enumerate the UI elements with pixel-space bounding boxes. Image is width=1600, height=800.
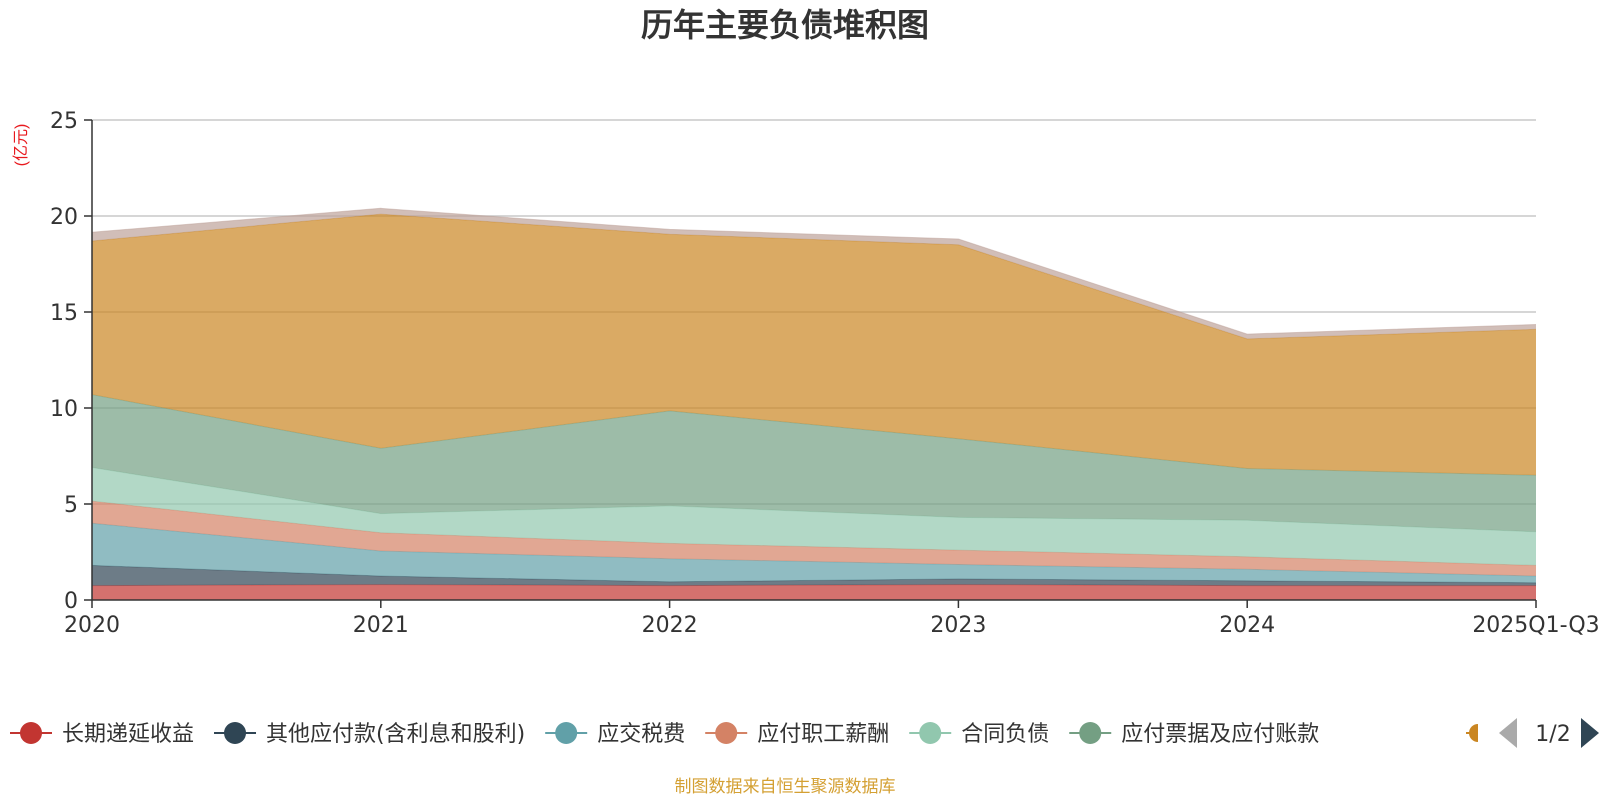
legend-marker-icon	[1469, 724, 1478, 742]
legend-next-page-icon[interactable]	[1581, 718, 1599, 748]
y-tick-label: 20	[50, 205, 78, 230]
legend-label: 应付职工薪酬	[757, 722, 889, 747]
x-tick-label: 2025Q1-Q3	[1472, 613, 1599, 638]
legend-item[interactable]: 应交税费	[545, 722, 685, 747]
area-series-3	[92, 501, 1536, 576]
series-areas	[91, 207, 1537, 600]
area-series-0	[92, 584, 1536, 600]
legend-page-indicator: 1/2	[1535, 722, 1570, 747]
legend-marker-icon	[1079, 722, 1102, 744]
area-series-4	[92, 467, 1536, 566]
legend-item[interactable]: 应付职工薪酬	[705, 722, 889, 747]
x-tick-label: 2021	[353, 613, 409, 638]
area-series-2	[92, 523, 1536, 583]
legend-item[interactable]: 其他应付款(含利息和股利)	[214, 722, 525, 747]
source-note: 制图数据来自恒生聚源数据库	[675, 777, 896, 797]
legend-marker-icon	[555, 722, 578, 744]
legend-marker-icon	[715, 722, 738, 744]
area-series-5	[92, 394, 1536, 532]
y-tick-label: 15	[50, 301, 78, 326]
legend-label: 合同负债	[961, 722, 1049, 747]
y-axis-label: (亿元)	[12, 124, 30, 167]
legend-marker-icon	[20, 722, 42, 744]
y-tick-label: 0	[64, 589, 78, 614]
legend-item[interactable]: 长期递延收益	[10, 722, 194, 747]
x-tick-label: 2023	[930, 613, 986, 638]
legend-marker-icon	[919, 722, 942, 744]
y-tick-label: 5	[64, 493, 78, 518]
legend-label: 应付票据及应付账款	[1121, 722, 1319, 747]
legend-label: 其他应付款(含利息和股利)	[266, 722, 525, 747]
legend-item[interactable]: 应付票据及应付账款	[1069, 722, 1319, 747]
axes: 0 5 10 15 20 25 2020 2021 2022 2023 2024 2025Q1-Q3	[50, 109, 1600, 638]
legend-item-partial[interactable]	[1466, 724, 1478, 742]
area-edge-7	[91, 207, 1537, 335]
legend-prev-page-icon[interactable]	[1499, 718, 1517, 748]
y-tick-label: 10	[50, 397, 78, 422]
y-tick-label: 25	[50, 109, 78, 134]
area-series-6	[92, 214, 1536, 476]
x-tick-label: 2020	[64, 613, 120, 638]
x-tick-label: 2022	[642, 613, 698, 638]
chart-title: 历年主要负债堆积图	[641, 6, 929, 44]
legend-label: 长期递延收益	[62, 722, 194, 747]
x-tick-label: 2024	[1219, 613, 1275, 638]
legend-label: 应交税费	[597, 722, 685, 747]
legend-item[interactable]: 合同负债	[909, 722, 1049, 747]
legend-marker-icon	[224, 722, 247, 744]
legend[interactable]: 长期递延收益 其他应付款(含利息和股利) 应交税费 应付职工薪酬 合同负债 应付票据及应付…	[10, 718, 1599, 748]
